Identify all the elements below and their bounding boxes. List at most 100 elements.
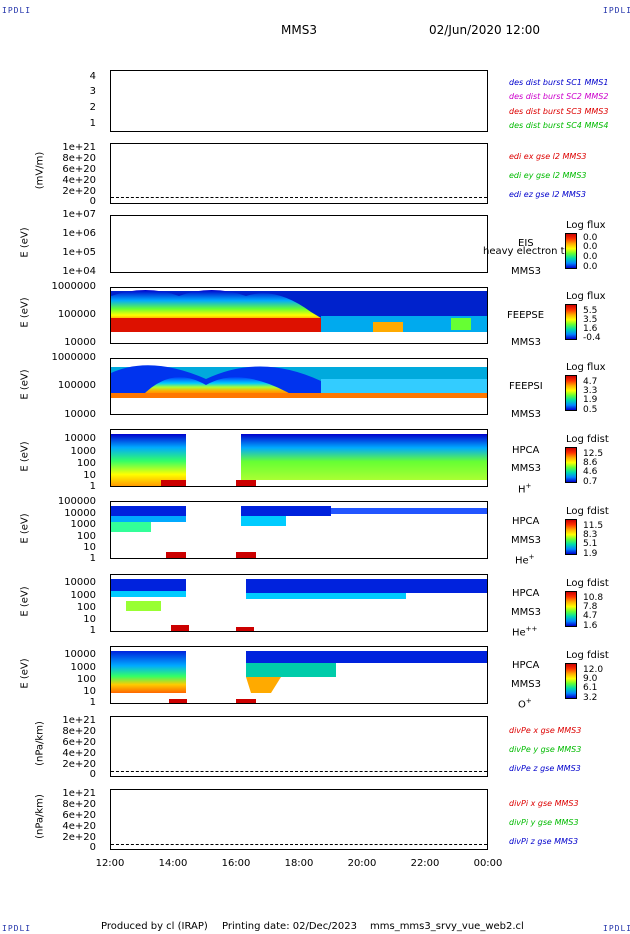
- p8-cb-value: 7.8: [583, 602, 598, 612]
- p8-tick: 1: [89, 625, 96, 636]
- hpca-he-flux-early: [111, 506, 186, 518]
- p4-spacecraft: MMS3: [511, 337, 541, 348]
- p11-tick: 2e+20: [62, 832, 96, 843]
- p6-species-charge: +: [525, 482, 532, 490]
- feepsi-low-energy-band: [111, 393, 487, 398]
- panel-5-plot: [110, 358, 488, 415]
- p1-legend-entry: des dist burst SC3 MMS3: [509, 107, 609, 116]
- p2-legend-entry: edi ex gse l2 MMS3: [509, 152, 587, 161]
- p3-overlay-label: heavy electron to: [483, 246, 571, 257]
- p5-spacecraft: MMS3: [511, 409, 541, 420]
- panel-4-plot: [110, 287, 488, 344]
- p7-species-charge: +: [528, 553, 535, 561]
- p4-cb-value: 3.5: [583, 315, 598, 325]
- p10-tick: 6e+20: [62, 737, 96, 748]
- p9-cb-value: 9.0: [583, 674, 598, 684]
- p8-tick: 1000: [70, 590, 96, 601]
- p2-tick: 0: [89, 196, 96, 207]
- p7-tick: 100: [76, 531, 96, 542]
- footer-file: mms_mms3_srvy_vue_web2.cl: [370, 921, 524, 932]
- p6-tick: 1000: [70, 446, 96, 457]
- corner-label-top-left: IPDLI: [2, 6, 32, 15]
- p7-species-name: He: [515, 555, 529, 567]
- p3-tick: 1e+06: [62, 228, 96, 239]
- p3-cb-value: 0.0: [583, 252, 598, 262]
- p6-instrument: HPCA: [512, 445, 540, 456]
- p10-legend-entry: divPe x gse MMS3: [509, 726, 582, 735]
- p11-tick: 0: [89, 842, 96, 853]
- p10-legend-entry: divPe y gse MMS3: [509, 745, 582, 754]
- datetime-title: 02/Jun/2020 12:00: [429, 23, 541, 37]
- p2-tick: 8e+20: [62, 153, 96, 164]
- p1-tick: 3: [89, 86, 96, 97]
- p5-cb-value: 0.5: [583, 405, 598, 415]
- hpca-o-flux-early: [111, 651, 186, 693]
- feepse-tail-flux: [321, 316, 487, 332]
- p3-colorbar-title: Log flux: [566, 220, 606, 231]
- p6-colorbar: [565, 447, 577, 483]
- hpca-o-flux-late: [246, 651, 487, 663]
- p9-tick: 100: [76, 674, 96, 685]
- p8-colorbar: [565, 591, 577, 627]
- feepse-high-flux-band: [111, 318, 321, 332]
- p7-cb-value: 1.9: [583, 549, 598, 559]
- p11-tick: 6e+20: [62, 810, 96, 821]
- x-tick-label: 12:00: [95, 858, 125, 869]
- p4-instrument: FEEPSE: [507, 310, 545, 321]
- p7-tick: 10000: [64, 508, 96, 519]
- p10-tick: 8e+20: [62, 726, 96, 737]
- p4-cb-value: 1.6: [583, 324, 598, 334]
- p9-species: O+: [518, 697, 532, 710]
- p4-tick: 10000: [64, 337, 96, 348]
- p8-cb-value: 10.8: [583, 593, 604, 603]
- p9-tick: 10: [83, 686, 96, 697]
- p8-cb-value: 4.7: [583, 611, 598, 621]
- p4-colorbar: [565, 304, 577, 340]
- p7-instrument: HPCA: [512, 516, 540, 527]
- panel-7-plot: [110, 501, 488, 559]
- p6-tick: 1: [89, 481, 96, 492]
- p3-cb-value: 0.0: [583, 262, 598, 272]
- p8-cb-value: 1.6: [583, 621, 598, 631]
- panel-2-plot: [110, 143, 488, 204]
- p10-tick: 4e+20: [62, 748, 96, 759]
- p9-colorbar-title: Log fdist: [566, 650, 609, 661]
- panel-8-plot: [110, 574, 488, 632]
- p5-cb-value: 3.3: [583, 386, 598, 396]
- p4-cb-value: 5.5: [583, 306, 598, 316]
- p6-species: H+: [518, 482, 531, 495]
- p2-legend-entry: edi ez gse l2 MMS3: [509, 190, 586, 199]
- p3-spacecraft: MMS3: [511, 266, 541, 277]
- p7-tick: 10: [83, 542, 96, 553]
- p1-legend-entry: des dist burst SC4 MMS4: [509, 121, 609, 130]
- hpca-he2-flux-early: [111, 579, 186, 591]
- x-tick-label: 20:00: [347, 858, 377, 869]
- p9-tick: 10000: [64, 649, 96, 660]
- p9-tick: 1000: [70, 662, 96, 673]
- p11-legend-entry: divPi y gse MMS3: [509, 818, 579, 827]
- p6-cb-value: 4.6: [583, 467, 598, 477]
- feepsi-tail-flux: [321, 379, 487, 393]
- corner-label-bottom-right: IPDLI: [603, 924, 630, 933]
- p3-tick: 1e+07: [62, 209, 96, 220]
- corner-label-top-right: IPDLI: [603, 6, 630, 15]
- p7-cb-value: 8.3: [583, 530, 598, 540]
- p5-tick: 100000: [57, 380, 96, 391]
- p8-species-name: He: [512, 627, 526, 639]
- hpca-h-flux-late: [241, 434, 487, 480]
- panel-11-plot: [110, 789, 488, 850]
- p6-tick: 10: [83, 470, 96, 481]
- corner-label-bottom-left: IPDLI: [2, 924, 32, 933]
- p10-tick: 1e+21: [62, 715, 96, 726]
- p8-species: He++: [512, 625, 537, 638]
- x-tick-label: 22:00: [410, 858, 440, 869]
- p11-legend-entry: divPi z gse MMS3: [509, 837, 579, 846]
- spacecraft-title: MMS3: [281, 23, 317, 37]
- panel-1-plot: [110, 70, 488, 132]
- p4-tick: 1000000: [51, 281, 96, 292]
- p7-cb-value: 5.1: [583, 539, 598, 549]
- p9-cb-value: 3.2: [583, 693, 598, 703]
- p1-tick: 4: [89, 71, 96, 82]
- p3-tick: 1e+04: [62, 266, 96, 277]
- p2-tick: 6e+20: [62, 164, 96, 175]
